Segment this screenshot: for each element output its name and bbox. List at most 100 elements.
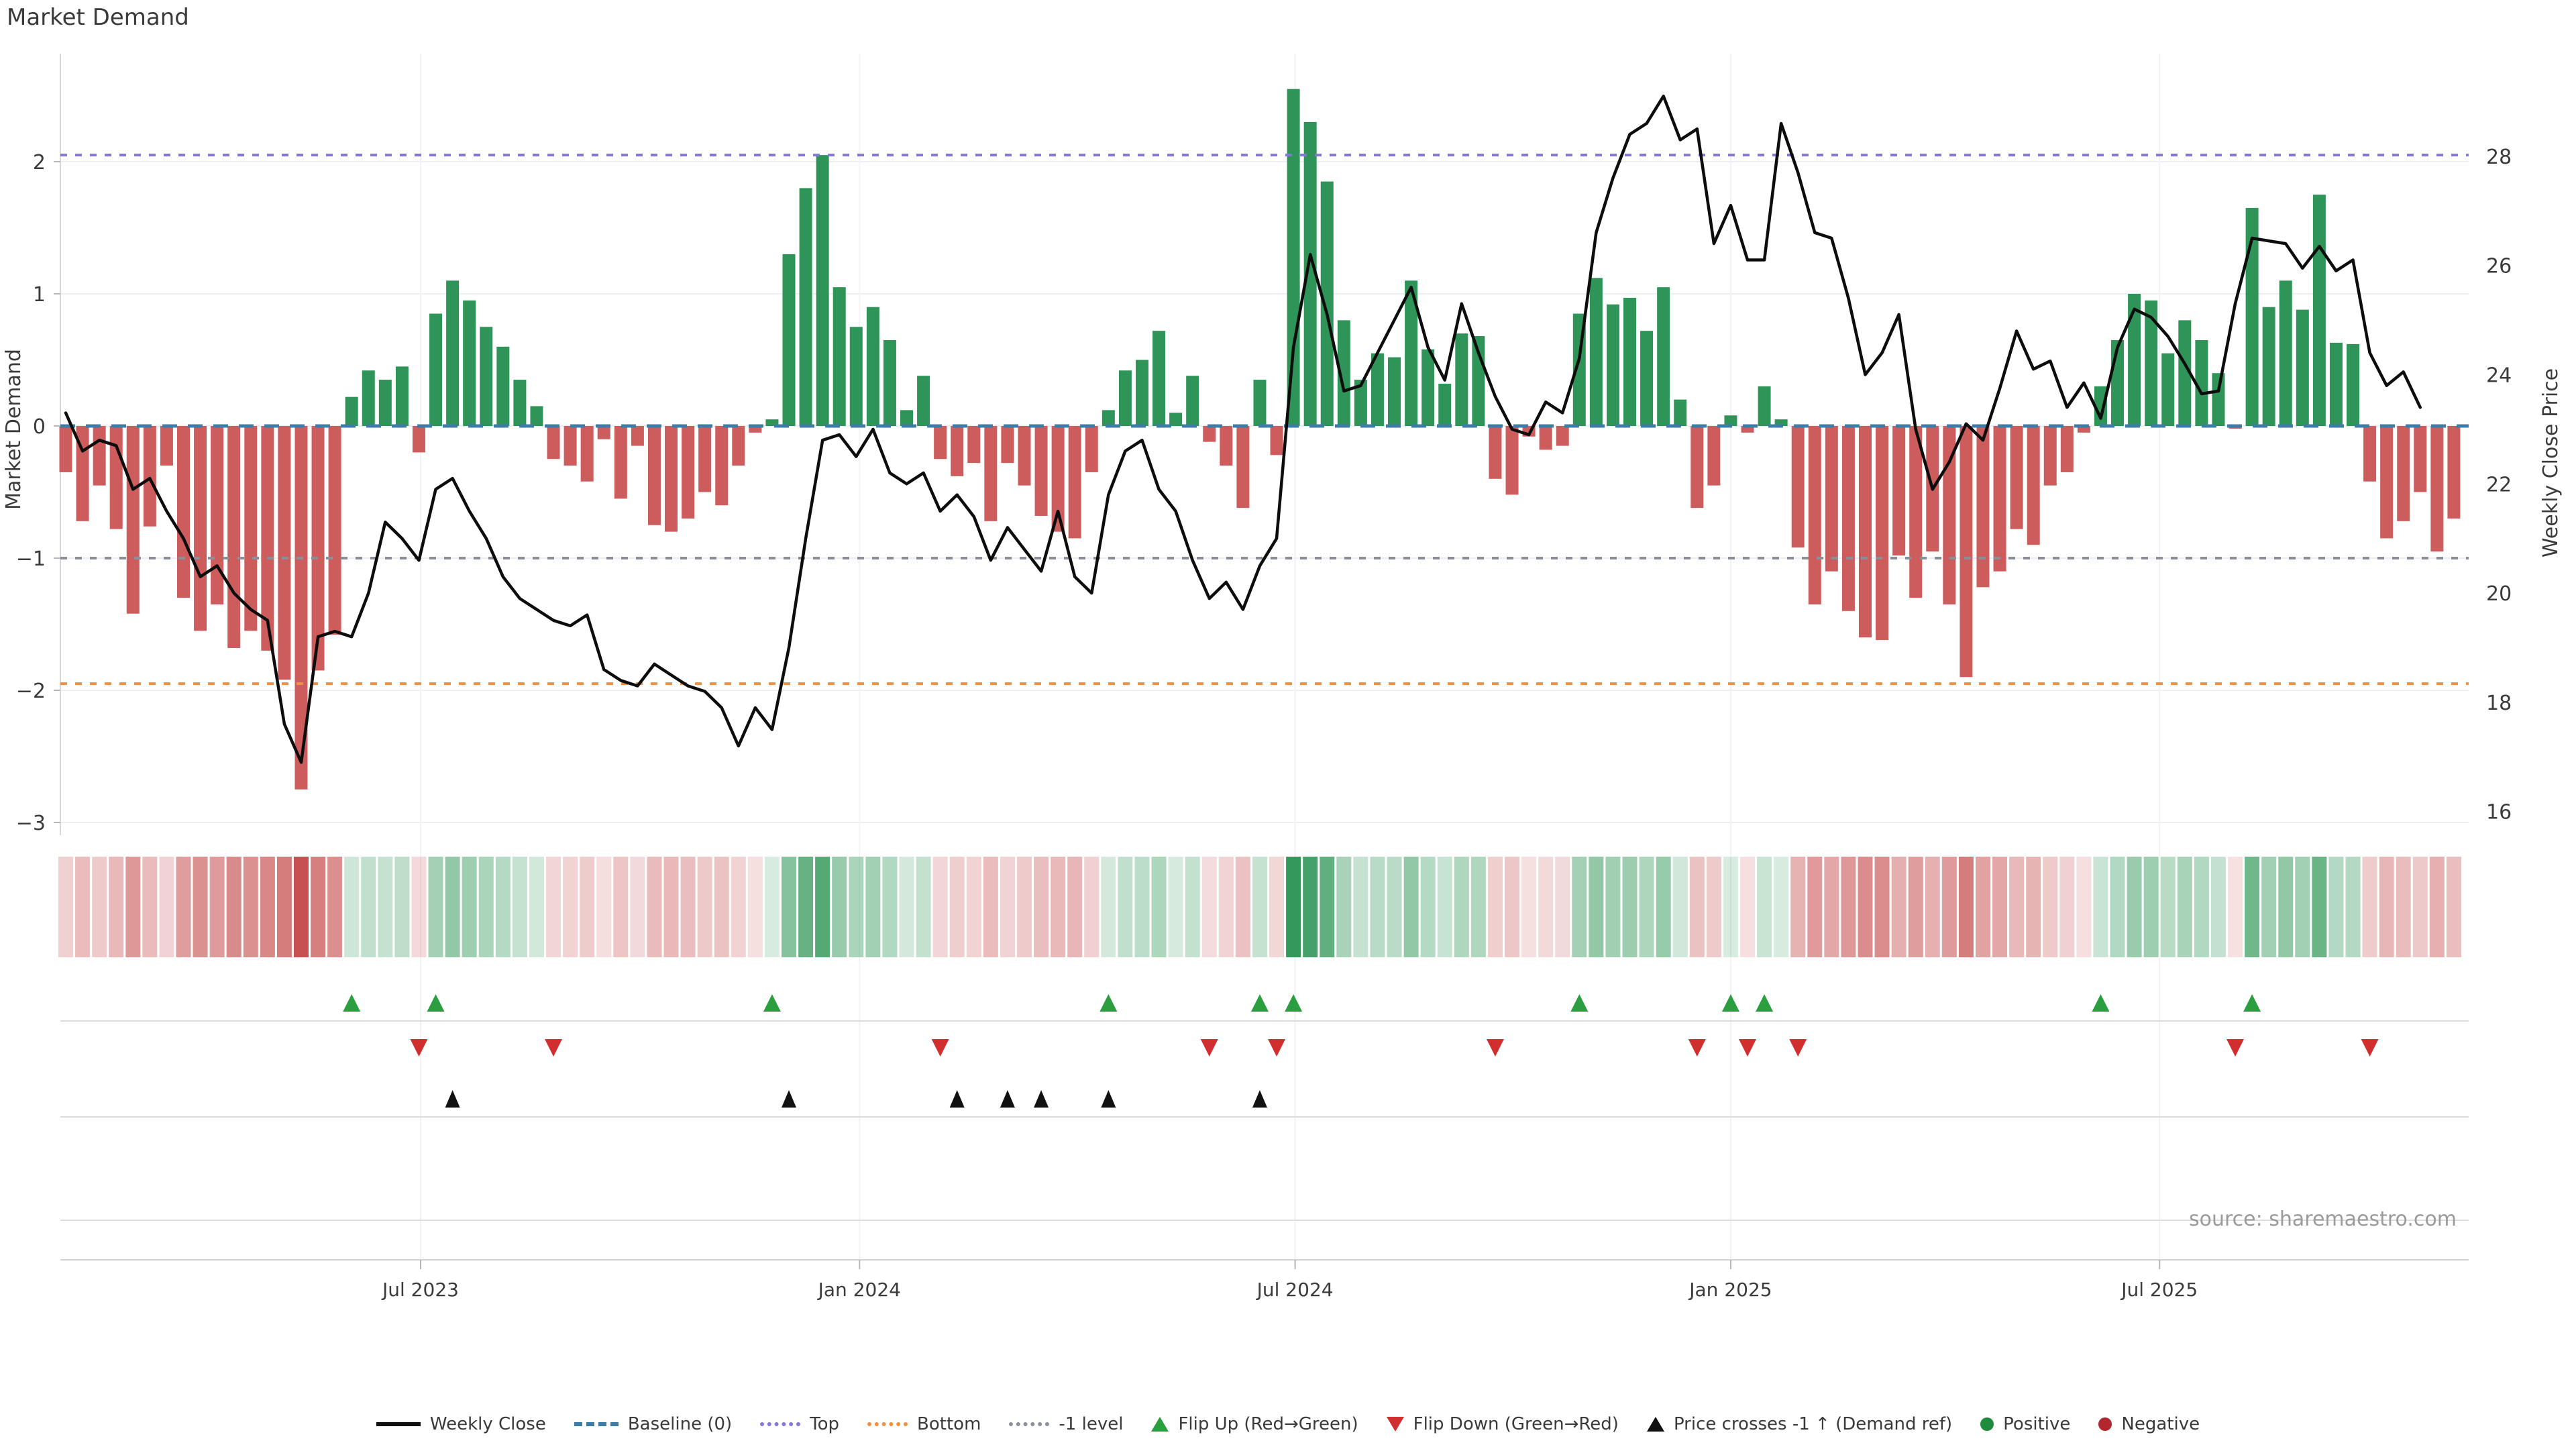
- demand-bar-positive: [1455, 333, 1468, 426]
- heatmap-cell: [209, 857, 225, 957]
- heatmap-cell: [1689, 857, 1705, 957]
- heatmap-cell: [2093, 857, 2108, 957]
- demand-bar-positive: [463, 300, 476, 426]
- right-tick-label: 26: [2486, 255, 2512, 278]
- heatmap-cell: [932, 857, 948, 957]
- heatmap-cell: [1067, 857, 1083, 957]
- heatmap-cell: [1051, 857, 1066, 957]
- left-tick-label: 2: [33, 151, 46, 174]
- heatmap-cell: [1084, 857, 1099, 957]
- demand-bar-negative: [732, 426, 745, 466]
- demand-bar-negative: [1943, 426, 1956, 604]
- demand-bar-negative: [2060, 426, 2074, 472]
- heatmap-cell: [1807, 857, 1823, 957]
- demand-bar-positive: [362, 370, 375, 426]
- demand-bar-negative: [665, 426, 678, 532]
- demand-bar-positive: [900, 410, 913, 426]
- demand-bar-negative: [2414, 426, 2427, 492]
- heatmap-cell: [2076, 857, 2092, 957]
- heatmap-cell: [75, 857, 91, 957]
- legend-tri-down-icon: [1386, 1417, 1404, 1432]
- right-tick-label: 24: [2486, 364, 2512, 387]
- demand-bar-positive: [1303, 121, 1317, 426]
- demand-bar-positive: [883, 339, 896, 426]
- demand-bar-positive: [1421, 349, 1435, 426]
- heatmap-cell: [1572, 857, 1587, 957]
- legend-label: Flip Down (Green→Red): [1413, 1414, 1619, 1434]
- demand-bar-positive: [2262, 307, 2275, 426]
- heatmap-cell: [1151, 857, 1167, 957]
- demand-heatmap-strip: [58, 857, 2461, 957]
- legend-dots-icon: [1009, 1422, 1050, 1426]
- demand-bar-positive: [1405, 280, 1418, 426]
- demand-bar-negative: [951, 426, 964, 476]
- heatmap-cell: [1016, 857, 1032, 957]
- price-series: [64, 95, 2422, 764]
- legend-item: Weekly Close: [376, 1414, 546, 1434]
- heatmap-cell: [495, 857, 511, 957]
- heatmap-cell: [1975, 857, 1990, 957]
- legend-label: Flip Up (Red→Green): [1178, 1414, 1358, 1434]
- demand-bar-negative: [631, 426, 644, 446]
- heatmap-cell: [764, 857, 780, 957]
- legend-circle-icon: [1980, 1417, 1994, 1431]
- heatmap-cell: [1320, 857, 1335, 957]
- heatmap-cell: [731, 857, 746, 957]
- legend-item: -1 level: [1009, 1414, 1123, 1434]
- heatmap-cell: [1487, 857, 1503, 957]
- demand-bar-negative: [1976, 426, 1990, 588]
- heatmap-cell: [2245, 857, 2260, 957]
- heatmap-cell: [2429, 857, 2445, 957]
- price-cross-icon: [949, 1090, 965, 1108]
- heatmap-cell: [2312, 857, 2327, 957]
- demand-bar-negative: [1858, 426, 1872, 638]
- heatmap-cell: [293, 857, 309, 957]
- heatmap-cell: [1168, 857, 1183, 957]
- flip-up-icon: [1756, 994, 1774, 1012]
- left-axis: 2 1 0 −1 −2 −3 Market Demand: [2, 151, 60, 835]
- heatmap-cell: [193, 857, 208, 957]
- demand-bar-negative: [261, 426, 274, 651]
- heatmap-cell: [899, 857, 914, 957]
- heatmap-cell: [243, 857, 258, 957]
- heatmap-cell: [832, 857, 847, 957]
- heatmap-cell: [1420, 857, 1436, 957]
- heatmap-cell: [1505, 857, 1520, 957]
- heatmap-cell: [394, 857, 410, 957]
- demand-bar-negative: [1220, 426, 1233, 466]
- right-tick-label: 20: [2486, 582, 2512, 606]
- demand-bar-negative: [1876, 426, 1889, 641]
- legend-item: Flip Up (Red→Green): [1151, 1414, 1358, 1434]
- heatmap-cell: [2177, 857, 2192, 957]
- demand-bar-positive: [799, 188, 812, 426]
- left-tick-label: −2: [16, 680, 46, 703]
- flip-down-icon: [1268, 1039, 1286, 1057]
- legend-label: Top: [810, 1414, 840, 1434]
- demand-bar-negative: [1707, 426, 1721, 486]
- demand-bar-negative: [1018, 426, 1031, 486]
- heatmap-cell: [949, 857, 965, 957]
- heatmap-cell: [1925, 857, 1940, 957]
- flip-up-icon: [1250, 994, 1269, 1012]
- demand-bar-positive: [1186, 376, 1199, 426]
- demand-bar-negative: [564, 426, 577, 466]
- heatmap-cell: [1470, 857, 1486, 957]
- legend-tri-up-icon: [1151, 1417, 1169, 1432]
- flip-down-icon: [2226, 1039, 2245, 1057]
- demand-bar-negative: [244, 426, 258, 631]
- heatmap-cell: [983, 857, 998, 957]
- flip-up-icon: [1721, 994, 1739, 1012]
- heatmap-cell: [849, 857, 864, 957]
- demand-bar-negative: [2363, 426, 2377, 482]
- heatmap-cell: [226, 857, 241, 957]
- demand-bar-negative: [1556, 426, 1569, 446]
- flip-up-icon: [1099, 994, 1118, 1012]
- demand-bar-positive: [429, 313, 443, 426]
- demand-bar-negative: [580, 426, 594, 482]
- legend-item: Bottom: [867, 1414, 981, 1434]
- demand-bar-positive: [378, 380, 392, 426]
- legend-dots-icon: [867, 1422, 908, 1426]
- demand-bar-negative: [2430, 426, 2444, 552]
- right-tick-label: 28: [2486, 146, 2512, 169]
